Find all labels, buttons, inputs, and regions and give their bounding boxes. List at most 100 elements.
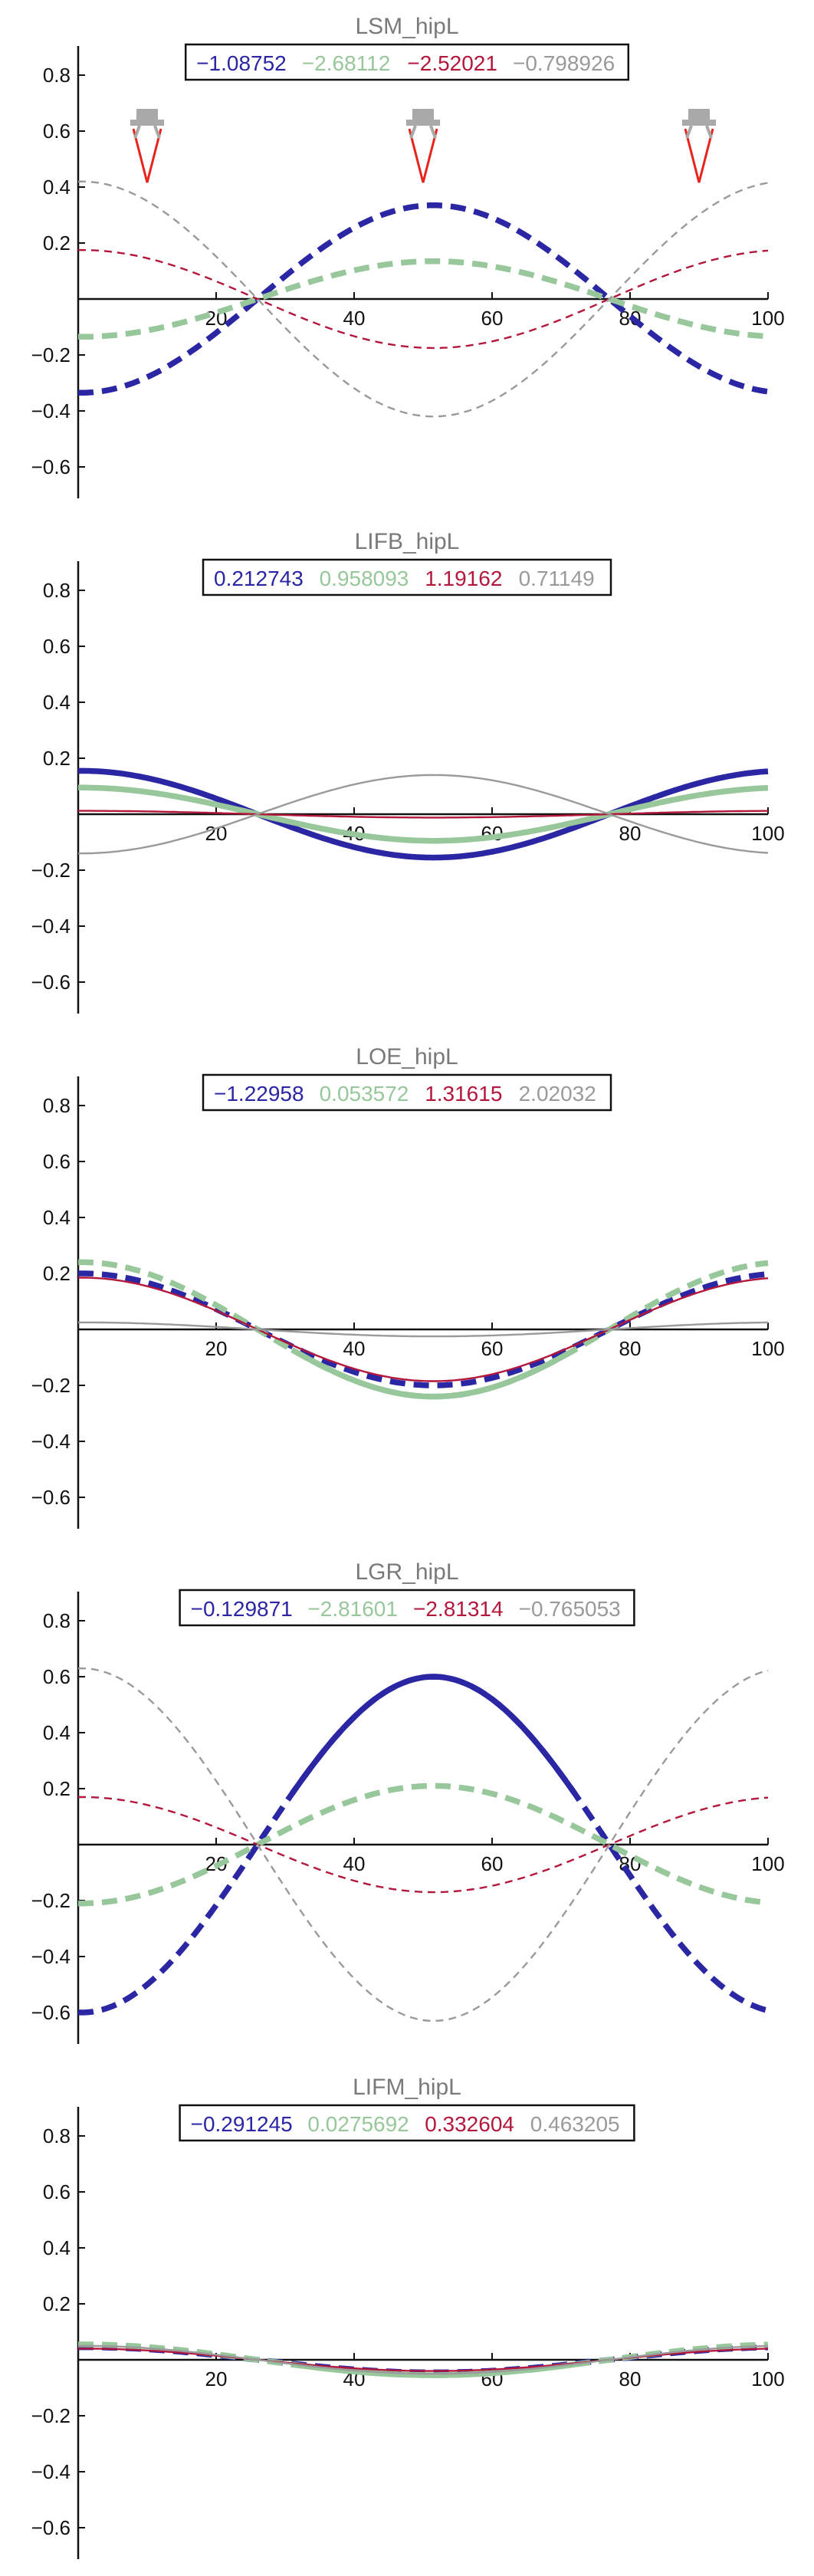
series-line [78,774,769,855]
chart-panel-3: LOE_hipL −1.22958 0.053572 1.31615 2.02032 0.… [31,1044,785,1529]
x-tick-label: 60 [481,1852,504,1875]
series-line [78,810,768,819]
x-tick-label: 100 [751,1852,784,1875]
legend-entry: 0.053572 [320,1082,409,1106]
series-line [78,784,769,844]
x-tick-label: 20 [205,1337,228,1360]
legend-entry: −0.798926 [513,51,615,75]
y-tick-label: 0.8 [43,2124,71,2147]
chart-panel-5: LIFM_hipL −0.291245 0.0275692 0.332604 0.463… [31,2075,785,2559]
legend: −1.08752 −2.68112 −2.52021 −0.798926 [184,43,630,81]
legend-box [202,1073,612,1112]
legend: −0.291245 0.0275692 0.332604 0.463205 [179,2104,635,2142]
legend-entry: 0.71149 [519,567,595,590]
foot-marker-icon [130,109,164,183]
series-line [77,180,769,418]
y-tick-label: −0.6 [31,2001,71,2024]
legend-entry: −0.291245 [191,2112,293,2136]
y-tick-label: −0.6 [31,971,71,994]
marker-head [688,109,710,120]
marker-head [136,109,158,120]
legend-entry: −2.68112 [302,51,391,75]
x-tick-label: 40 [343,307,366,330]
y-tick-label: −0.4 [31,1430,71,1453]
x-tick-label: 40 [343,1337,366,1360]
y-tick-label: 0.8 [43,64,71,87]
marker-leg [133,125,141,139]
y-tick-label: 0.8 [43,1094,71,1117]
marker-leg [409,125,417,139]
y-tick-label: −0.6 [31,455,71,478]
chart-title: LIFM_hipL [353,2075,461,2100]
series-line [77,248,769,350]
y-tick-label: 0.4 [43,1721,71,1744]
series-line [77,202,769,396]
marker-leg [429,125,437,139]
legend-box [202,558,612,596]
legend-entry: 0.958093 [320,567,409,590]
legend-entry: −2.81601 [307,1597,398,1621]
series-line [77,1796,769,1894]
marker-v [408,128,438,183]
series-line [78,2344,769,2375]
y-tick-label: 0.6 [43,1665,71,1688]
x-tick-label: 100 [751,2367,784,2390]
series-line [78,2348,768,2372]
y-tick-label: −0.4 [31,399,71,422]
x-tick-label: 100 [751,307,784,330]
y-tick-label: −0.4 [31,1945,71,1968]
foot-marker-icon [682,109,716,183]
marker-base [406,120,440,126]
series-line-solid [289,1674,578,1796]
legend-entry: −1.22958 [214,1082,304,1106]
legend-box [179,2104,635,2142]
y-tick-label: −0.2 [31,1889,71,1912]
legend-entry: −2.81314 [413,1597,504,1621]
legend-entry: 0.0275692 [307,2112,409,2136]
legend: −1.22958 0.053572 1.31615 2.02032 [202,1073,612,1112]
y-tick-label: 0.2 [43,2292,71,2315]
y-tick-label: 0.6 [43,1150,71,1173]
x-tick-label: 60 [481,822,504,845]
series-line [78,1321,768,1338]
y-tick-label: 0.6 [43,120,71,143]
y-tick-label: 0.4 [43,176,71,199]
marker-leg [685,125,693,139]
legend-entry: −0.765053 [519,1597,621,1621]
series-line [78,1276,769,1382]
legend-entry: 0.332604 [425,2112,514,2136]
y-tick-label: 0.4 [43,2236,71,2259]
y-tick-label: 0.8 [43,1609,71,1632]
legend: 0.212743 0.958093 1.19162 0.71149 [202,558,612,596]
y-tick-label: −0.2 [31,1374,71,1397]
chart-panel-4: LGR_hipL −0.129871 −2.81601 −2.81314 −0.7650… [31,1559,785,2044]
chart-title: LSM_hipL [355,14,458,39]
y-tick-label: −0.6 [31,1486,71,1509]
marker-leg [705,125,713,139]
series-line [77,1667,769,2022]
legend-entry: −1.08752 [196,51,287,75]
y-tick-label: −0.6 [31,2516,71,2539]
x-tick-label: 20 [205,2367,228,2390]
x-tick-label: 80 [619,2367,642,2390]
legend-entry: 2.02032 [519,1082,596,1106]
y-tick-label: 0.6 [43,2180,71,2203]
x-tick-label: 60 [481,1337,504,1360]
legend-entry: 0.463205 [530,2112,620,2136]
series-line-solid [290,1347,576,1400]
y-tick-label: 0.2 [43,747,71,770]
x-tick-label: 60 [481,307,504,330]
x-tick-label: 80 [619,1337,642,1360]
x-tick-label: 100 [751,1337,784,1360]
legend-entry: −0.129871 [191,1597,293,1621]
legend: −0.129871 −2.81601 −2.81314 −0.765053 [179,1589,635,1627]
chart-title: LIFB_hipL [355,529,460,554]
y-tick-label: 0.2 [43,1262,71,1285]
legend-entry: 1.19162 [425,567,502,590]
chart-panel-1: LSM_hipL −1.08752 −2.68112 −2.52021 −0.79892… [31,14,785,498]
series-line [77,1783,769,1907]
series-line [78,1259,769,1400]
y-tick-label: 0.4 [43,691,71,714]
